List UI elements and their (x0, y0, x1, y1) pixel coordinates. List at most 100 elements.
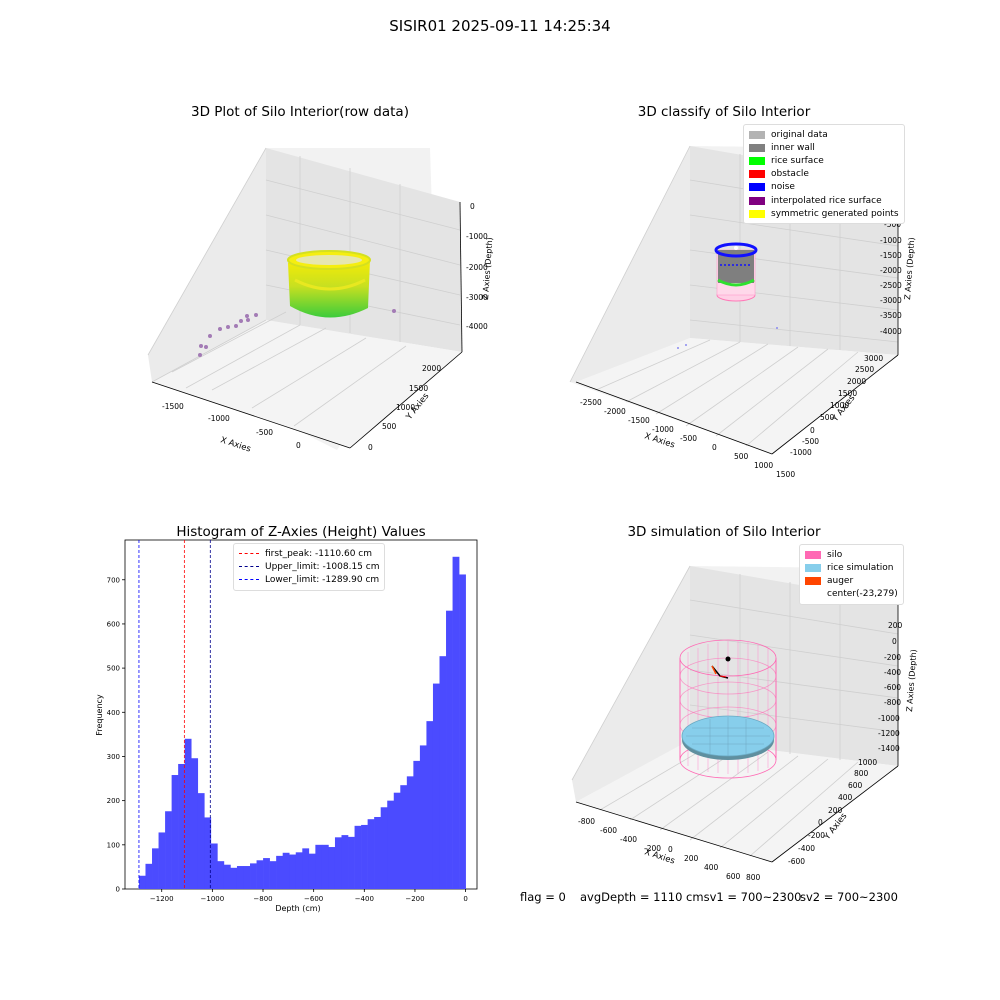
simulation-x-tick-labels: -800 -600 -400 -200 0 200 400 600 800 (578, 817, 761, 882)
histogram-bar (328, 847, 336, 889)
footer-sv2: sv2 = 700~2300 (800, 890, 898, 904)
svg-text:-1000: -1000 (652, 425, 674, 434)
svg-text:-500: -500 (256, 428, 273, 437)
simulation-3d-axes-box (571, 565, 899, 863)
legend-item-obstacle: obstacle (749, 168, 899, 181)
footer-flag: flag = 0 (520, 890, 566, 904)
histogram-bar (321, 844, 329, 889)
x-tick-label: −1200 (150, 895, 174, 903)
histogram-bar (282, 852, 290, 889)
swatch-icon (805, 576, 821, 585)
histogram-bar (446, 610, 453, 889)
simulation-z-axis-label: Z Axies (Depth) (905, 649, 918, 712)
histogram-bar (334, 837, 342, 889)
histogram-bar (204, 817, 212, 889)
histogram-bar (308, 853, 316, 889)
histogram-bar (413, 760, 421, 889)
raw-silo-surface-points (287, 250, 371, 318)
legend-item-symmetric-generated-points: symmetric generated points (749, 207, 899, 220)
svg-text:500: 500 (820, 413, 835, 422)
svg-text:500: 500 (382, 422, 397, 431)
histogram-bar (217, 861, 225, 889)
legend-item-silo: silo (805, 548, 898, 561)
histogram-legend: first_peak: -1110.60 cm Upper_limit: -10… (233, 543, 386, 591)
legend-item-original-data: original data (749, 128, 899, 141)
svg-text:0: 0 (892, 637, 897, 646)
svg-text:-1000: -1000 (878, 714, 900, 723)
histogram-bar (341, 835, 349, 889)
histogram-bar (289, 854, 297, 889)
histogram-bar (387, 800, 395, 889)
y-tick-label: 100 (107, 841, 120, 849)
legend-item-lower-limit: Lower_limit: -1289.90 cm (239, 573, 379, 586)
histogram-y-ticks: 0 100 200 300 400 500 600 700 (107, 576, 125, 894)
simulation-y-tick-labels: -600 -400 -200 0 200 400 600 800 1000 (788, 758, 877, 866)
legend-item-inner-wall: inner wall (749, 141, 899, 154)
svg-text:-1200: -1200 (878, 729, 900, 738)
histogram-x-ticks: −1200 −1000 −800 −600 −400 −200 0 (150, 889, 468, 903)
histogram-bar (400, 785, 408, 889)
histogram-bar (269, 861, 277, 889)
histogram-bar (315, 844, 323, 889)
svg-text:-500: -500 (680, 434, 697, 443)
histogram-chart: −1200 −1000 −800 −600 −400 −200 0 0 100 200 300 40… (95, 539, 478, 913)
raw-y-tick-labels: 0 500 1000 1500 2000 (368, 364, 441, 452)
svg-text:800: 800 (746, 873, 761, 882)
svg-text:-4000: -4000 (466, 322, 488, 331)
histogram-bar (439, 656, 447, 889)
histogram-bar (145, 863, 153, 889)
legend-item-rice-simulation: rice simulation (805, 561, 898, 574)
raw-outlier-points (198, 309, 396, 357)
histogram-bars (138, 556, 466, 889)
dashed-line-icon (239, 579, 259, 581)
histogram-bar (171, 775, 179, 889)
svg-text:-1400: -1400 (878, 744, 900, 753)
legend-item-upper-limit: Upper_limit: -1008.15 cm (239, 560, 379, 573)
swatch-icon (749, 170, 765, 179)
y-tick-label: 400 (107, 709, 120, 717)
y-tick-label: 500 (107, 665, 120, 673)
svg-text:-1000: -1000 (466, 232, 488, 241)
histogram-bar (302, 848, 310, 889)
raw-3d-axes-box (147, 147, 463, 450)
svg-text:600: 600 (848, 781, 863, 790)
svg-text:-400: -400 (798, 844, 815, 853)
histogram-reference-lines (138, 540, 211, 889)
svg-text:-600: -600 (884, 683, 901, 692)
svg-text:200: 200 (888, 621, 903, 630)
classify-plot-title: 3D classify of Silo Interior (637, 104, 811, 120)
svg-text:400: 400 (704, 863, 719, 872)
histogram-bar (459, 574, 466, 889)
svg-text:-2500: -2500 (880, 281, 902, 290)
raw-z-axis-label: Z Axies (Depth) (481, 237, 494, 300)
histogram-bar (452, 556, 460, 889)
raw-plot-title: 3D Plot of Silo Interior(row data) (191, 104, 409, 120)
figure-title: SISIR01 2025-09-11 14:25:34 (389, 17, 611, 35)
svg-text:-2000: -2000 (880, 266, 902, 275)
y-tick-label: 200 (107, 797, 120, 805)
x-tick-label: 0 (463, 895, 467, 903)
svg-text:200: 200 (684, 854, 699, 863)
svg-text:-3500: -3500 (880, 311, 902, 320)
svg-text:-500: -500 (802, 437, 819, 446)
legend-item-rice-surface: rice surface (749, 154, 899, 167)
y-tick-label: 600 (107, 620, 120, 628)
svg-text:400: 400 (838, 793, 853, 802)
histogram-bar (432, 683, 440, 889)
histogram-bar (165, 811, 172, 889)
histogram-bar (380, 807, 388, 889)
y-tick-label: 300 (107, 753, 120, 761)
histogram-bar (354, 825, 362, 889)
histogram-bar (276, 855, 283, 889)
swatch-icon (805, 550, 821, 559)
x-tick-label: −800 (253, 895, 272, 903)
histogram-bar (158, 832, 166, 889)
svg-text:1500: 1500 (838, 389, 857, 398)
svg-text:0: 0 (368, 443, 373, 452)
histogram-bar (223, 864, 231, 889)
svg-text:-200: -200 (884, 653, 901, 662)
svg-text:600: 600 (726, 872, 741, 881)
svg-text:-2500: -2500 (580, 398, 602, 407)
svg-text:-500: -500 (884, 220, 901, 229)
svg-text:2500: 2500 (855, 365, 874, 374)
